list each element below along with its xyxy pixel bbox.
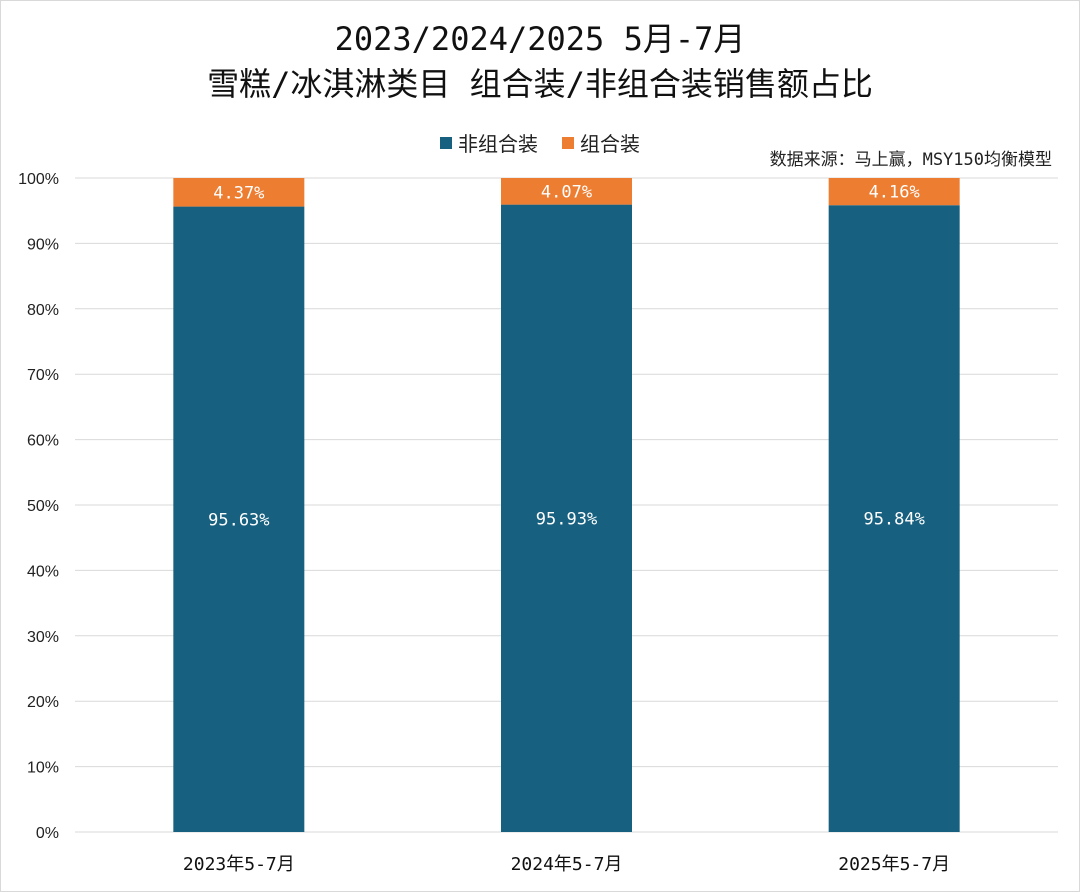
- data-label-bundle: 4.16%: [869, 183, 920, 203]
- x-category-label: 2025年5-7月: [838, 854, 950, 875]
- data-label-bundle: 4.07%: [541, 182, 592, 202]
- source-note: 数据来源：马上赢，MSY150均衡模型: [769, 150, 1052, 170]
- legend-item-non-bundle: 非组合装: [440, 128, 538, 157]
- chart-title: 2023/2024/2025 5月-7月: [334, 20, 746, 58]
- bar-bundle: [501, 178, 632, 205]
- bar-bundle: [173, 178, 305, 207]
- x-category-label: 2023年5-7月: [183, 854, 295, 875]
- y-tick-label: 70%: [27, 367, 59, 384]
- legend-label-non-bundle: 非组合装: [458, 132, 538, 156]
- bar-non-bundle: [501, 204, 632, 832]
- bar-non-bundle: [828, 205, 960, 832]
- legend-item-bundle: 组合装: [562, 128, 640, 157]
- data-label-non-bundle: 95.63%: [208, 510, 269, 530]
- legend-label-bundle: 组合装: [580, 132, 640, 156]
- y-tick-label: 30%: [27, 629, 59, 646]
- data-label-non-bundle: 95.84%: [863, 510, 924, 530]
- data-label-non-bundle: 95.93%: [536, 509, 597, 529]
- legend-swatch-bundle: [562, 136, 574, 149]
- bar-bundle: [828, 178, 960, 206]
- legend: 非组合装 组合装: [0, 128, 1080, 157]
- data-label-bundle: 4.37%: [213, 183, 264, 203]
- y-tick-label: 100%: [18, 171, 59, 188]
- y-tick-label: 40%: [27, 563, 59, 580]
- y-tick-label: 60%: [27, 433, 59, 450]
- legend-swatch-non-bundle: [440, 136, 452, 149]
- y-tick-label: 80%: [27, 302, 59, 319]
- y-tick-label: 0%: [36, 825, 59, 842]
- chart-subtitle: 雪糕/冰淇淋类目 组合装/非组合装销售额占比: [207, 65, 873, 103]
- y-tick-label: 90%: [27, 236, 59, 253]
- y-tick-label: 10%: [27, 760, 59, 777]
- y-tick-label: 20%: [27, 694, 59, 711]
- bar-non-bundle: [173, 206, 305, 832]
- y-tick-label: 50%: [27, 498, 59, 515]
- x-category-label: 2024年5-7月: [511, 854, 623, 875]
